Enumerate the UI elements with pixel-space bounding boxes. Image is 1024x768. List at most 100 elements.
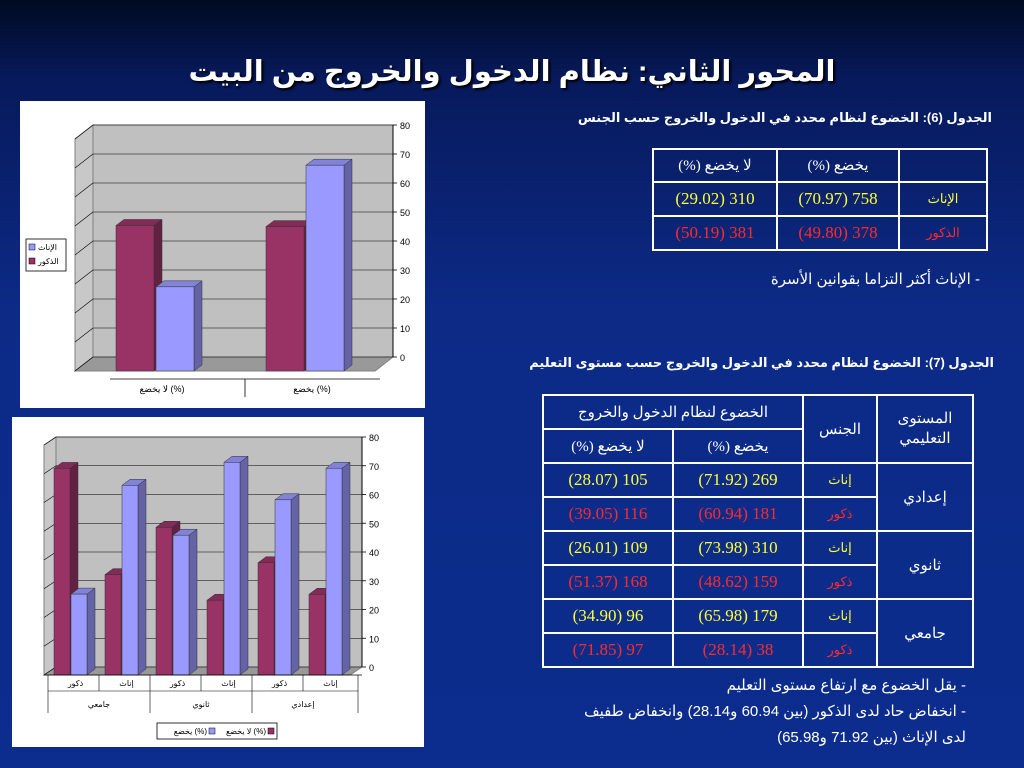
tick-label: 10 xyxy=(400,324,410,334)
bar-0-1 xyxy=(70,593,88,676)
bar-3-1-side xyxy=(239,455,249,676)
tick-label: 80 xyxy=(369,433,379,443)
table6-cell: 378 (49.80) xyxy=(776,215,900,251)
table7-cell: 179 (65.98) xyxy=(672,598,804,634)
bar-0-1 xyxy=(115,225,155,372)
table6-cell: 310 (29.02) xyxy=(652,181,778,217)
category-label: إناث xyxy=(323,679,337,689)
gridline xyxy=(74,153,94,169)
chart-by-education-svg: 0 10 20 30 40 50 60 70 80 ذكور إناث جامعي ذكور إناث ثا… xyxy=(42,433,379,740)
bar-0-1-side xyxy=(86,587,96,676)
table7-cell: 109 (26.01) xyxy=(542,530,674,566)
category-label: إناث xyxy=(221,679,235,689)
bar-1-1 xyxy=(265,226,305,372)
category-label: ذكور xyxy=(169,679,186,688)
legend-swatch xyxy=(28,257,36,265)
table6-row-label: الذكور xyxy=(898,215,988,251)
table7-header-subject: يخضع (%) xyxy=(672,428,804,464)
bar-4-0 xyxy=(257,562,275,676)
table7-header-gender: الجنس xyxy=(802,394,878,464)
bar-0-1-top xyxy=(115,219,163,226)
bar-1-0 xyxy=(305,164,345,372)
table6-note: - الإناث أكثر التزاما بقوانين الأسرة xyxy=(770,271,980,288)
table7-gender: ذكور xyxy=(802,496,878,532)
category-label: ذكور xyxy=(67,679,84,688)
bar-2-0 xyxy=(155,527,173,676)
table6-header-subject: يخضع (%) xyxy=(776,148,900,183)
table7-cell: 181 (60.94) xyxy=(672,496,804,532)
table7-cell: 38 (28.14) xyxy=(672,632,804,668)
table7-note-2: - انخفاض حاد لدى الذكور (بين 60.94 و28.1… xyxy=(584,703,966,720)
table7-header-level: المستوى التعليمي xyxy=(876,394,974,464)
tick-label: 60 xyxy=(369,491,379,501)
legend-label: الذكور xyxy=(37,257,59,266)
tick-label: 20 xyxy=(369,606,379,616)
table7: المستوى التعليمي الجنس الخضوع لنظام الدخ… xyxy=(542,394,974,668)
gridline xyxy=(74,327,94,343)
legend-label: الإناث xyxy=(38,243,57,253)
gridline xyxy=(74,240,94,256)
bar-5-0 xyxy=(308,594,326,676)
table6-cell: 758 (70.97) xyxy=(776,181,900,217)
gridline xyxy=(74,124,94,140)
bar-4-1 xyxy=(274,499,292,676)
gridline xyxy=(74,298,94,314)
bar-0-0-top xyxy=(155,280,203,288)
table6-row-label: الإناث xyxy=(898,181,988,217)
tick-label: 30 xyxy=(400,266,410,276)
table7-cell: 116 (39.05) xyxy=(542,496,674,532)
legend-swatch xyxy=(28,243,36,251)
table6-cell: 381 (50.19) xyxy=(652,215,778,251)
bar-1-1-top xyxy=(265,220,313,227)
tick-label: 10 xyxy=(369,634,379,644)
table7-gender: ذكور xyxy=(802,632,878,668)
table7-header-group: الخضوع لنظام الدخول والخروج xyxy=(542,394,804,430)
bar-1-0 xyxy=(104,574,122,676)
tick-label: 70 xyxy=(400,150,410,160)
bar-1-0-top xyxy=(305,158,353,166)
category-label: لا يخضع (%) xyxy=(139,384,184,394)
table6-header-empty xyxy=(898,148,988,183)
table6: يخضع (%) لا يخضع (%) الإناث 758 (70.97) … xyxy=(652,148,988,251)
gridline xyxy=(43,436,57,446)
bar-4-1-side xyxy=(290,493,300,676)
table7-cell: 159 (48.62) xyxy=(672,564,804,600)
bar-3-0 xyxy=(206,599,224,676)
bar-1-0-side xyxy=(343,158,353,372)
table7-level: ثانوي xyxy=(876,530,974,600)
tick-label: 60 xyxy=(400,179,410,189)
tick-label: 50 xyxy=(400,208,410,218)
tick-label: 80 xyxy=(400,121,410,131)
group-label: إعدادي xyxy=(291,700,314,710)
bar-0-0 xyxy=(53,468,71,676)
bar-0-0-side xyxy=(193,280,203,372)
bar-2-1 xyxy=(172,534,190,676)
table6-caption: الجدول (6): الخضوع لنظام محدد في الدخول … xyxy=(577,110,992,125)
table7-caption: الجدول (7): الخضوع لنظام محدد في الدخول … xyxy=(529,355,994,370)
table7-header-not-subject: لا يخضع (%) xyxy=(542,428,674,464)
tick-label: 70 xyxy=(369,462,379,472)
gridline xyxy=(74,182,94,198)
slide-title: المحور الثاني: نظام الدخول والخروج من ال… xyxy=(188,56,836,88)
group-label: ثانوي xyxy=(192,700,209,709)
legend-label: يخضع (%) xyxy=(174,727,208,736)
table6-header-not-subject: لا يخضع (%) xyxy=(652,148,778,183)
table7-gender: ذكور xyxy=(802,564,878,600)
gridline xyxy=(43,465,57,474)
tick-label: 40 xyxy=(400,237,410,247)
table7-cell: 269 (71.92) xyxy=(672,462,804,498)
category-label: إناث xyxy=(119,679,133,689)
tick-label: 0 xyxy=(400,353,405,363)
table7-cell: 96 (34.90) xyxy=(542,598,674,634)
table7-level: جامعي xyxy=(876,598,974,668)
category-label: يخضع (%) xyxy=(293,384,330,394)
legend-swatch xyxy=(267,727,275,735)
legend-box xyxy=(156,722,278,740)
bar-1-1-side xyxy=(137,478,147,676)
tick-label: 30 xyxy=(369,577,379,587)
bar-5-1-side xyxy=(341,461,351,676)
legend-swatch xyxy=(208,727,216,735)
table7-note-1: - يقل الخضوع مع ارتفاع مستوى التعليم xyxy=(726,677,966,694)
table7-level: إعدادي xyxy=(876,462,974,532)
gridline xyxy=(74,269,94,285)
